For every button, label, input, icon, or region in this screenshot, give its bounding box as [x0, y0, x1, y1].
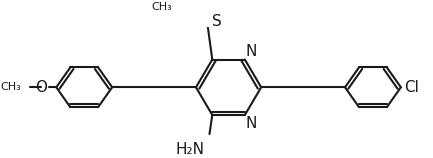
Text: Cl: Cl: [404, 80, 419, 95]
Text: O: O: [35, 80, 47, 95]
Text: S: S: [212, 14, 222, 29]
Text: CH₃: CH₃: [0, 82, 21, 92]
Text: N: N: [246, 116, 257, 131]
Text: H₂N: H₂N: [176, 142, 205, 157]
Text: CH₃: CH₃: [152, 2, 172, 12]
Text: N: N: [246, 44, 257, 59]
